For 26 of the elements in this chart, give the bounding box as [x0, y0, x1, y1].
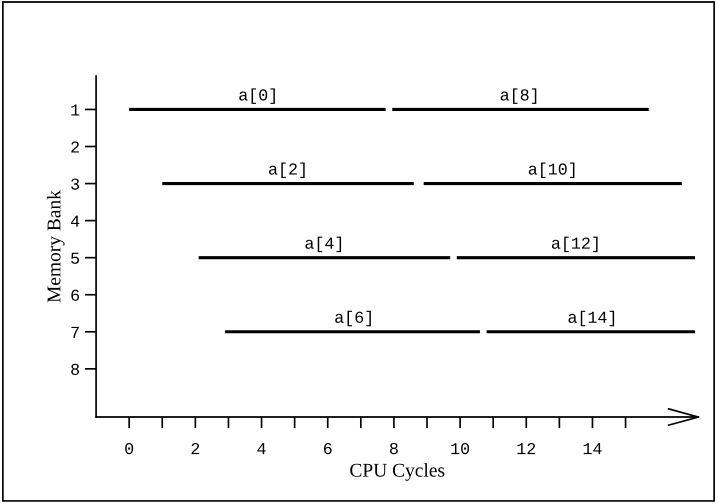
x-tick-label: 8	[390, 442, 398, 454]
x-axis-title: CPU Cycles	[350, 463, 444, 481]
annotation: a[6]	[335, 310, 371, 326]
annotation: a[10]	[528, 162, 574, 178]
annotation: a[14]	[568, 310, 614, 326]
y-tick-label: 4	[70, 216, 80, 227]
y-tick-label: 3	[71, 178, 80, 190]
y-tick-label: 7	[71, 326, 79, 338]
annotation: a[8]	[500, 88, 536, 104]
annotation: a[0]	[239, 88, 275, 104]
y-tick-label: 5	[71, 252, 80, 264]
x-tick-label: 6	[324, 442, 332, 454]
y-tick-label: 6	[71, 290, 80, 301]
y-tick-label: 1	[71, 104, 80, 116]
y-tick-label: 2	[71, 141, 79, 153]
annotation: a[2]	[269, 162, 305, 178]
x-tick-label: 14	[584, 443, 602, 454]
annotation: a[4]	[305, 236, 342, 252]
x-tick-label: 0	[125, 442, 134, 454]
x-tick-label: 10	[451, 442, 470, 454]
x-tick-label: 4	[257, 443, 266, 454]
x-tick-label: 2	[192, 442, 200, 454]
x-tick-label: 12	[517, 442, 536, 454]
y-axis-title: Memory Bank	[46, 190, 65, 302]
y-tick-label: 8	[71, 364, 80, 376]
annotation: a[12]	[552, 236, 598, 252]
